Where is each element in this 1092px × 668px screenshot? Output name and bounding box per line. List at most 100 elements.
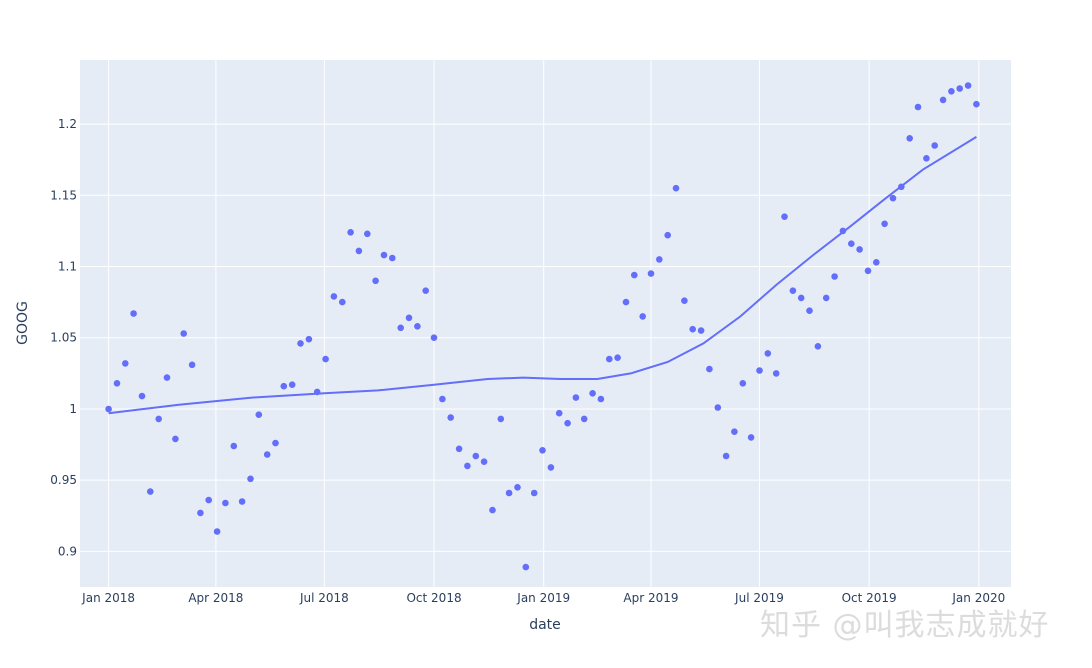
data-point xyxy=(739,380,747,387)
data-point xyxy=(614,354,621,362)
data-point xyxy=(881,220,888,228)
data-point xyxy=(848,240,855,247)
data-point xyxy=(422,287,430,295)
data-point xyxy=(255,411,263,419)
data-point xyxy=(772,370,780,377)
data-point xyxy=(856,246,863,253)
data-point xyxy=(956,85,963,92)
x-gridlines xyxy=(108,60,980,587)
y-tick-label: 0.9 xyxy=(58,544,77,558)
data-point xyxy=(555,409,563,417)
data-point xyxy=(873,259,880,266)
y-tick-label: 1.05 xyxy=(50,331,77,345)
data-point xyxy=(689,325,696,333)
data-point xyxy=(355,247,363,255)
data-point xyxy=(547,464,555,471)
x-tick-label: Jan 2018 xyxy=(81,591,135,605)
data-point xyxy=(781,213,788,220)
data-point xyxy=(806,307,813,315)
data-point xyxy=(322,355,329,363)
data-point xyxy=(405,314,413,322)
data-point xyxy=(280,382,288,390)
data-point xyxy=(205,496,212,504)
data-point xyxy=(898,183,905,191)
data-point xyxy=(939,96,947,104)
data-point xyxy=(522,563,530,571)
data-point xyxy=(597,395,605,403)
data-point xyxy=(130,310,137,317)
data-point xyxy=(631,271,638,279)
data-point xyxy=(439,395,446,403)
y-tick-label: 1.15 xyxy=(50,188,77,202)
data-point xyxy=(664,231,671,239)
data-point xyxy=(906,135,913,142)
data-point xyxy=(647,270,655,277)
data-point xyxy=(889,194,897,202)
data-point xyxy=(814,343,822,350)
data-point xyxy=(147,488,154,495)
data-point xyxy=(864,267,872,275)
watermark: 知乎 @叫我志成就好 xyxy=(760,608,1050,643)
data-point xyxy=(172,435,179,443)
data-point xyxy=(530,489,538,497)
x-tick-label: Jul 2019 xyxy=(734,591,784,605)
data-point xyxy=(180,330,187,337)
data-point xyxy=(731,428,738,436)
data-point xyxy=(789,287,797,295)
data-point xyxy=(272,439,279,447)
data-point xyxy=(113,380,121,387)
data-point xyxy=(589,390,596,397)
data-point xyxy=(397,324,405,332)
data-point xyxy=(497,415,505,423)
data-point xyxy=(414,323,421,330)
data-point xyxy=(747,434,755,441)
data-point xyxy=(288,381,296,389)
data-point xyxy=(923,155,930,162)
data-point xyxy=(539,447,546,454)
data-point xyxy=(514,484,521,491)
data-point xyxy=(138,392,146,400)
data-point xyxy=(964,82,972,89)
data-point xyxy=(122,360,129,367)
data-point xyxy=(389,254,396,262)
data-point xyxy=(931,142,938,149)
x-tick-label: Apr 2018 xyxy=(188,591,243,605)
data-point xyxy=(622,298,630,306)
y-tick-labels: 0.9 0.95 1 1.05 1.1 1.15 1.2 xyxy=(50,117,77,558)
data-point xyxy=(455,445,463,453)
markers-layer xyxy=(105,82,980,571)
data-point xyxy=(464,462,471,470)
data-point xyxy=(155,415,162,423)
data-point xyxy=(364,230,371,238)
y-tick-label: 1.2 xyxy=(58,117,77,131)
data-point xyxy=(505,489,513,497)
data-point xyxy=(330,293,338,300)
data-point xyxy=(339,298,346,306)
data-point xyxy=(105,405,112,413)
data-point xyxy=(297,340,304,347)
data-point xyxy=(672,184,680,192)
y-tick-label: 0.95 xyxy=(50,473,77,487)
data-point xyxy=(822,294,830,302)
y-tick-label: 1.1 xyxy=(58,260,77,274)
data-point xyxy=(706,365,713,373)
data-point xyxy=(489,506,496,514)
plot-background xyxy=(80,60,1011,587)
data-point xyxy=(447,414,455,421)
data-point xyxy=(188,361,196,369)
y-tick-label: 1 xyxy=(69,402,77,416)
y-axis-title: GOOG xyxy=(15,301,31,345)
data-point xyxy=(656,256,663,263)
data-point xyxy=(764,350,772,357)
data-point xyxy=(639,313,646,320)
data-point xyxy=(472,452,480,460)
data-point xyxy=(839,227,847,235)
data-point xyxy=(163,374,171,381)
data-point xyxy=(681,297,688,305)
x-tick-label: Jan 2020 xyxy=(951,591,1005,605)
data-point xyxy=(606,355,613,363)
data-point xyxy=(305,335,313,343)
data-point xyxy=(380,251,388,259)
data-point xyxy=(714,404,722,411)
data-point xyxy=(948,88,955,95)
